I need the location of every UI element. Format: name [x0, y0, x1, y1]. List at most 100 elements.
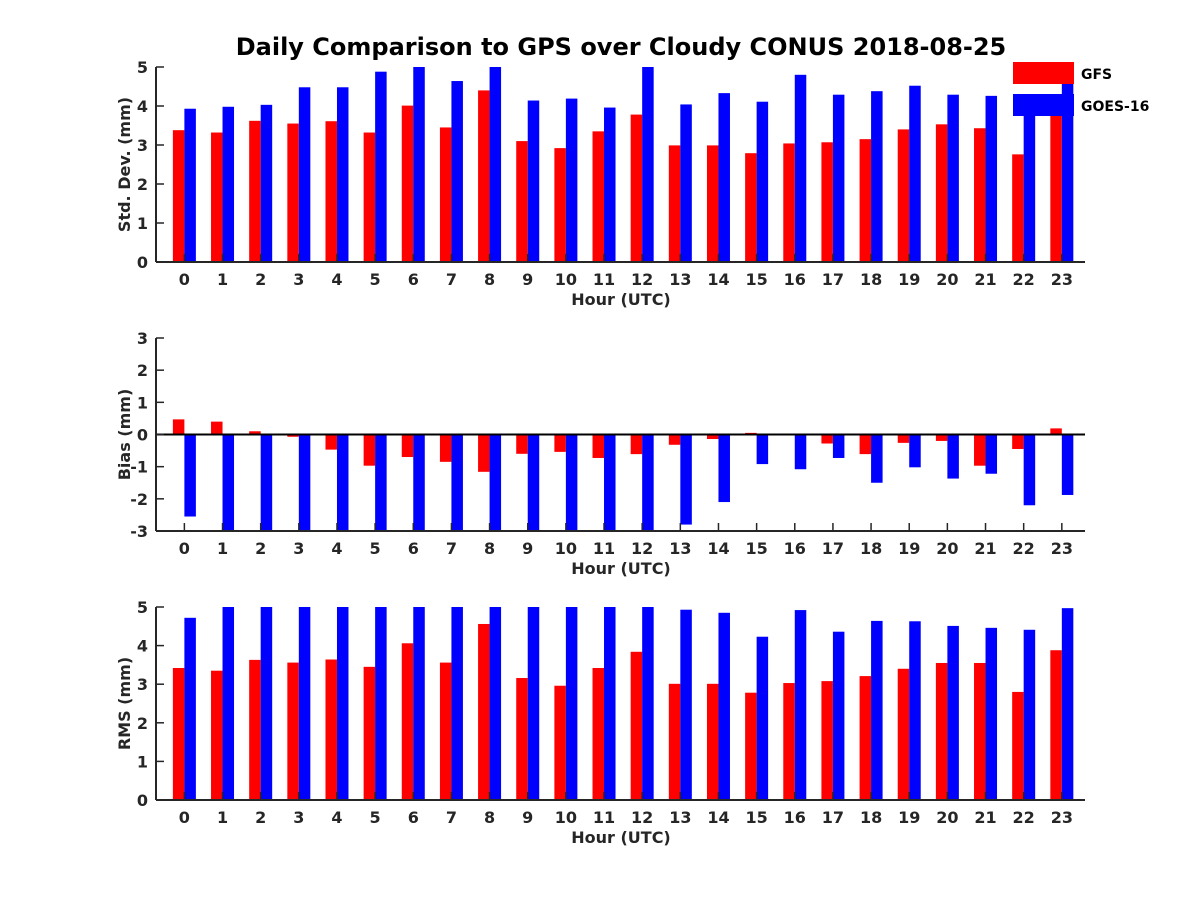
x-tick-label: 1 [217, 808, 228, 827]
bar-goes16-hour-16 [794, 434, 807, 470]
bar-goes16-hour-0 [184, 434, 196, 517]
x-tick-label: 20 [936, 808, 958, 827]
bar-gfs-hour-19 [897, 434, 910, 443]
bar-goes16-hour-15 [756, 636, 769, 800]
bar-gfs-hour-4 [325, 121, 337, 263]
bar-goes16-hour-14 [718, 434, 730, 503]
x-tick-label: 6 [408, 270, 419, 289]
bar-goes16-hour-8 [489, 607, 502, 800]
bar-gfs-hour-20 [935, 124, 948, 262]
x-tick-label: 12 [631, 539, 653, 558]
bar-gfs-hour-8 [478, 434, 490, 472]
bar-goes16-hour-16 [794, 610, 807, 800]
x-tick-label: 10 [555, 539, 577, 558]
bar-goes16-hour-21 [985, 95, 998, 262]
x-tick-label: 16 [784, 808, 806, 827]
bar-gfs-hour-9 [516, 678, 528, 800]
bar-gfs-hour-2 [249, 120, 261, 262]
x-tick-label: 19 [898, 808, 920, 827]
x-tick-label: 15 [745, 808, 767, 827]
bar-goes16-hour-1 [222, 434, 235, 531]
bar-gfs-hour-0 [172, 130, 185, 262]
bar-goes16-hour-4 [336, 607, 349, 800]
bar-gfs-hour-22 [1012, 691, 1024, 800]
x-tick-label: 17 [822, 270, 844, 289]
bar-gfs-hour-14 [706, 434, 719, 439]
x-tick-label: 19 [898, 270, 920, 289]
x-tick-label: 11 [593, 539, 615, 558]
bar-goes16-hour-11 [604, 107, 616, 262]
bar-gfs-hour-20 [935, 662, 948, 800]
bar-goes16-hour-21 [985, 434, 998, 474]
x-axis-label: Hour (UTC) [571, 290, 671, 309]
x-tick-label: 8 [484, 270, 495, 289]
x-tick-label: 4 [331, 539, 342, 558]
x-tick-label: 20 [936, 270, 958, 289]
y-tick-label: 4 [137, 97, 148, 116]
bar-gfs-hour-2 [249, 431, 261, 435]
x-tick-label: 1 [217, 539, 228, 558]
bar-goes16-hour-7 [451, 607, 463, 800]
bar-gfs-hour-8 [478, 623, 490, 800]
bar-gfs-hour-10 [554, 434, 566, 452]
x-axis-label: Hour (UTC) [571, 828, 671, 847]
bar-goes16-hour-17 [832, 631, 845, 800]
x-tick-label: 0 [179, 539, 190, 558]
bar-gfs-hour-5 [363, 132, 376, 262]
x-tick-label: 23 [1051, 270, 1073, 289]
bar-goes16-hour-1 [222, 106, 235, 262]
x-tick-label: 7 [446, 539, 457, 558]
x-tick-label: 10 [555, 270, 577, 289]
bar-gfs-hour-1 [211, 421, 223, 435]
bar-goes16-hour-2 [260, 434, 273, 531]
bar-goes16-hour-12 [642, 434, 654, 531]
bar-gfs-hour-0 [172, 419, 185, 435]
bar-goes16-hour-20 [947, 625, 959, 800]
bar-goes16-hour-9 [527, 434, 540, 531]
bar-gfs-hour-23 [1050, 650, 1062, 800]
x-tick-label: 9 [522, 808, 533, 827]
y-tick-label: -3 [130, 522, 148, 541]
bar-goes16-hour-18 [871, 620, 883, 800]
bar-gfs-hour-14 [706, 683, 719, 800]
y-tick-label: 5 [137, 598, 148, 617]
x-tick-label: 17 [822, 808, 844, 827]
bar-goes16-hour-19 [909, 621, 921, 800]
x-tick-label: 13 [669, 270, 691, 289]
legend: GFS GOES-16 [1013, 62, 1149, 116]
bar-gfs-hour-21 [974, 128, 986, 262]
x-tick-label: 18 [860, 808, 882, 827]
bar-gfs-hour-19 [897, 129, 910, 262]
y-tick-label: 4 [137, 637, 148, 656]
bar-gfs-hour-4 [325, 434, 337, 450]
x-tick-label: 10 [555, 808, 577, 827]
x-tick-label: 11 [593, 808, 615, 827]
bar-goes16-hour-19 [909, 434, 921, 468]
bar-goes16-hour-10 [565, 98, 578, 262]
bar-goes16-hour-2 [260, 104, 273, 262]
x-tick-label: 15 [745, 539, 767, 558]
bar-goes16-hour-22 [1023, 434, 1036, 506]
bar-goes16-hour-6 [413, 607, 425, 800]
bar-goes16-hour-17 [832, 434, 845, 458]
bar-gfs-hour-19 [897, 668, 910, 800]
x-tick-label: 6 [408, 808, 419, 827]
bar-goes16-hour-20 [947, 434, 959, 479]
bar-gfs-hour-12 [630, 651, 643, 800]
bar-gfs-hour-15 [745, 692, 757, 800]
y-axis-label: RMS (mm) [115, 657, 134, 750]
bar-goes16-hour-15 [756, 434, 769, 465]
bar-gfs-hour-0 [172, 667, 185, 800]
y-axis-label: Bias (mm) [115, 389, 134, 481]
bar-goes16-hour-11 [604, 607, 616, 800]
bar-gfs-hour-10 [554, 685, 566, 800]
x-tick-label: 20 [936, 539, 958, 558]
bar-goes16-hour-15 [756, 101, 769, 263]
x-tick-label: 13 [669, 808, 691, 827]
bar-gfs-hour-18 [859, 139, 872, 262]
chart-title: Daily Comparison to GPS over Cloudy CONU… [236, 33, 1007, 61]
bar-goes16-hour-21 [985, 627, 998, 800]
bar-gfs-hour-18 [859, 434, 872, 455]
y-tick-label: 3 [137, 675, 148, 694]
bar-gfs-hour-5 [363, 666, 376, 800]
